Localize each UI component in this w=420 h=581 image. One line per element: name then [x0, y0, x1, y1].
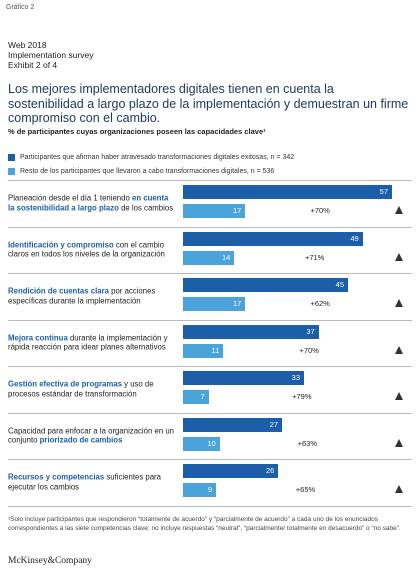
- increase-marker: [395, 392, 403, 400]
- logo: McKinsey&Company: [8, 556, 92, 566]
- increase-marker: [395, 299, 403, 307]
- header: Web 2018 Implementation survey Exhibit 2…: [8, 40, 94, 70]
- bar: 33: [183, 371, 304, 385]
- label-segment: Recursos y competencias: [8, 472, 105, 482]
- bar: 14: [183, 250, 235, 265]
- value-label: 14: [221, 252, 231, 262]
- legend: Participantes que afirman haber atravesa…: [8, 150, 294, 178]
- header-line: Implementation survey: [8, 50, 94, 60]
- category-label: Recursos y competencias suficientes para…: [8, 473, 176, 492]
- label-segment: en cuenta la sostenibilidad a largo plaz…: [8, 193, 169, 213]
- label-segment: por acciones específicas durante la impl…: [8, 286, 156, 306]
- increase-label: +63%: [297, 438, 318, 448]
- label-segment: Capacidad para enfocar a la organización…: [8, 426, 175, 445]
- row-separator: [8, 273, 412, 274]
- bar: 37: [183, 324, 319, 339]
- value-label: 11: [211, 345, 220, 355]
- row-separator: [8, 180, 412, 181]
- label-segment: Planeación desde el día 1 teniendo: [8, 193, 132, 203]
- value-label: 27: [269, 419, 278, 429]
- label-segment: priorizado de cambios: [39, 435, 123, 445]
- legend-swatch: [8, 153, 15, 161]
- bar: 27: [183, 417, 282, 432]
- bar: 49: [183, 231, 363, 246]
- label-segment: de los cambios: [118, 203, 174, 212]
- value-label: 49: [350, 233, 359, 243]
- value-label: 45: [335, 280, 344, 289]
- increase-label: +62%: [310, 299, 330, 308]
- bar: 45: [183, 278, 348, 292]
- row-separator: [8, 319, 412, 321]
- label-segment: durante la implementación y rápida reacc…: [8, 333, 168, 352]
- value-label: 7: [200, 392, 205, 401]
- chart-title: Los mejores implementadores digitales ti…: [8, 82, 409, 125]
- increase-label: +70%: [310, 206, 330, 215]
- footnote: ¹Solo incluye participantes que respondi…: [8, 516, 401, 532]
- header-line: Web 2018: [8, 40, 47, 50]
- increase-label: +79%: [292, 392, 312, 401]
- value-label: 37: [306, 326, 315, 336]
- bar: 7: [183, 390, 209, 404]
- subtitle: % de participantes cuyas organizaciones …: [8, 127, 266, 136]
- increase-label: +65%: [295, 485, 316, 494]
- category-label: Mejora continua durante la implementació…: [8, 333, 176, 352]
- category-label: Gestión efectiva de programas y uso de p…: [8, 380, 176, 399]
- category-label: Identificación y compromiso con el cambi…: [8, 240, 176, 259]
- header-line: Exhibit 2 of 4: [8, 60, 58, 70]
- bar: 26: [183, 464, 279, 478]
- legend-label: Participantes que afirman haber atravesa…: [20, 153, 295, 161]
- label-segment: Gestión efectiva de programas: [8, 379, 122, 389]
- increase-marker: [395, 345, 403, 354]
- increase-marker: [395, 485, 403, 493]
- value-label: 17: [232, 206, 242, 215]
- row-separator: [8, 226, 412, 228]
- row-separator: [8, 505, 412, 507]
- value-label: 33: [291, 373, 300, 382]
- label-segment: suficientes para ejecutar los cambios: [8, 472, 161, 492]
- value-label: 17: [232, 299, 242, 308]
- legend-item: Participantes que afirman haber atravesa…: [8, 150, 294, 164]
- label-segment: con el cambio claros en todos los nivele…: [8, 240, 165, 259]
- legend-item: Resto de los participantes que llevaron …: [8, 164, 294, 178]
- category-label: Capacidad para enfocar a la organización…: [8, 426, 176, 445]
- bar: 17: [183, 297, 246, 311]
- row-separator: [8, 412, 412, 414]
- category-label: Planeación desde el día 1 teniendo en cu…: [8, 194, 176, 213]
- graphic-label: Gráfico 2: [6, 4, 35, 11]
- row-separator: [8, 459, 412, 460]
- increase-label: +71%: [304, 252, 325, 262]
- legend-label: Resto de los participantes que llevaron …: [20, 167, 275, 175]
- bar: 17: [183, 204, 246, 218]
- value-label: 26: [265, 466, 275, 475]
- bar: 9: [183, 483, 216, 497]
- increase-marker: [395, 206, 403, 214]
- bar: 10: [183, 436, 220, 451]
- value-label: 9: [207, 485, 212, 494]
- label-segment: Identificación y compromiso: [8, 240, 114, 249]
- label-segment: Mejora continua: [8, 333, 68, 342]
- legend-swatch: [8, 167, 15, 175]
- bar: 11: [183, 343, 224, 358]
- bar: 57: [183, 185, 392, 199]
- label-segment: Rendición de cuentas clara: [8, 286, 109, 296]
- category-label: Rendición de cuentas clara por acciones …: [8, 287, 176, 306]
- label-segment: y uso de procesos estándar de transforma…: [8, 379, 154, 399]
- value-label: 10: [207, 438, 216, 448]
- value-label: 57: [379, 187, 388, 196]
- increase-marker: [395, 438, 403, 447]
- row-separator: [8, 366, 412, 367]
- increase-label: +70%: [299, 345, 319, 355]
- increase-marker: [395, 252, 403, 261]
